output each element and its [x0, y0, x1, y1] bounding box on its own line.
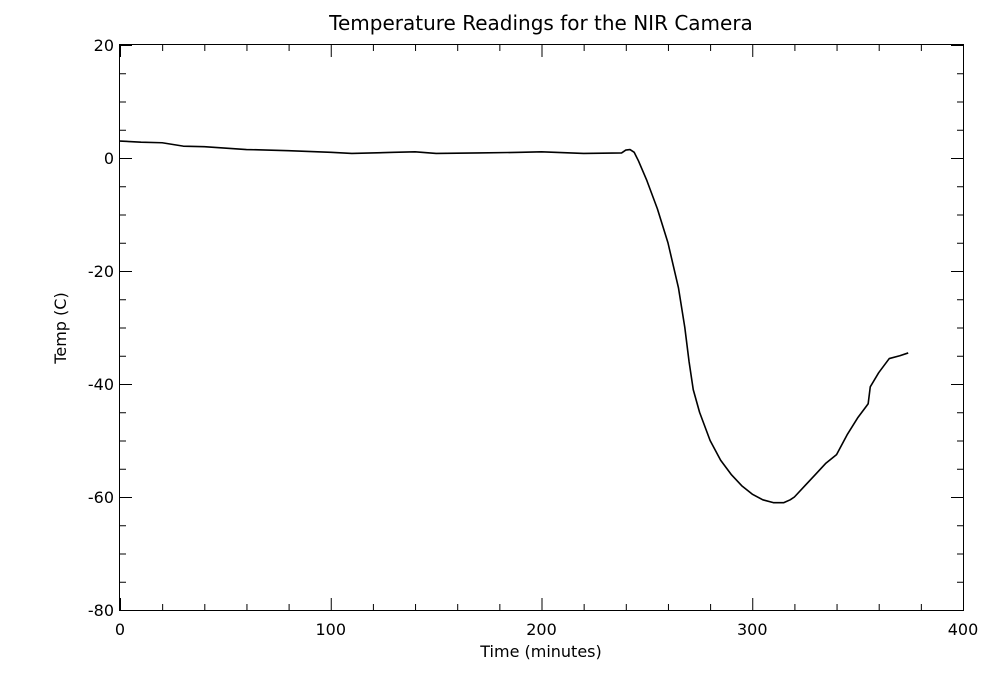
y-tick-label: -20 [88, 262, 114, 281]
x-tick-label: 300 [737, 620, 768, 639]
y-tick-label: 0 [104, 149, 114, 168]
x-tick-label: 200 [526, 620, 557, 639]
x-tick-label: 100 [315, 620, 346, 639]
y-tick-label: -60 [88, 488, 114, 507]
y-axis-label: Temp (C) [51, 292, 70, 364]
y-tick-label: -80 [88, 601, 114, 620]
chart-title: Temperature Readings for the NIR Camera [328, 11, 753, 35]
y-tick-label: -40 [88, 375, 114, 394]
axis-tick-labels: 0 100 200 300 400 -80 -60 -40 -20 0 20 [88, 36, 978, 639]
x-tick-label: 0 [115, 620, 125, 639]
x-axis-label: Time (minutes) [479, 642, 602, 661]
axis-ticks [120, 45, 964, 611]
plot-frame [119, 44, 964, 611]
y-tick-label: 20 [94, 36, 114, 55]
temperature-series-line [119, 140, 909, 504]
x-tick-label: 400 [948, 620, 979, 639]
